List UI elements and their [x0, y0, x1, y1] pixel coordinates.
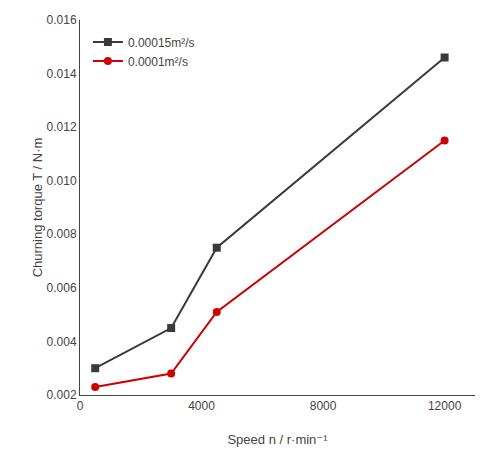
- svg-text:0.010: 0.010: [47, 174, 77, 188]
- svg-text:0.008: 0.008: [47, 227, 77, 241]
- svg-text:0.0001m²/s: 0.0001m²/s: [128, 55, 188, 69]
- svg-text:0.016: 0.016: [47, 13, 77, 27]
- svg-text:0.00015m²/s: 0.00015m²/s: [128, 36, 195, 50]
- svg-text:0: 0: [77, 399, 84, 413]
- svg-text:0.014: 0.014: [47, 67, 77, 81]
- svg-text:Churning torque T / N·m: Churning torque T / N·m: [30, 138, 45, 278]
- svg-text:0.002: 0.002: [47, 388, 77, 402]
- svg-text:12000: 12000: [428, 399, 462, 413]
- svg-text:8000: 8000: [310, 399, 337, 413]
- svg-text:0.012: 0.012: [47, 120, 77, 134]
- svg-text:0.006: 0.006: [47, 281, 77, 295]
- svg-text:0.004: 0.004: [47, 335, 77, 349]
- svg-text:Speed n / r·min⁻¹: Speed n / r·min⁻¹: [227, 432, 328, 447]
- svg-text:4000: 4000: [188, 399, 215, 413]
